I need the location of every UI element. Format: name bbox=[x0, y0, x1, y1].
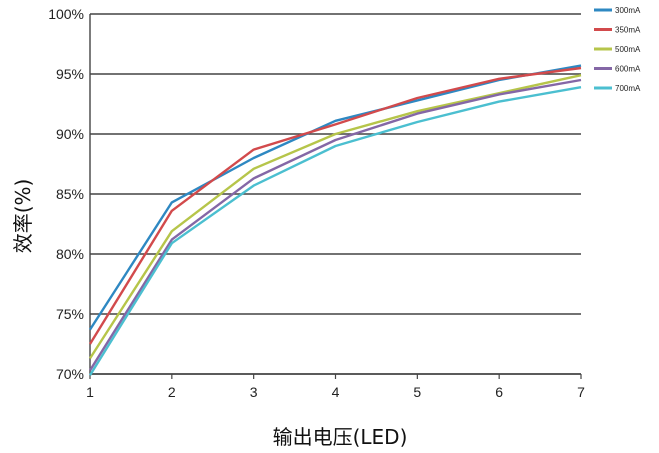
y-tick-label: 95% bbox=[56, 66, 84, 82]
legend-label: 600mA bbox=[615, 65, 641, 74]
x-tick-label: 5 bbox=[413, 384, 421, 400]
x-tick-label: 7 bbox=[577, 384, 585, 400]
x-tick-label: 4 bbox=[332, 384, 340, 400]
series-line-300mA bbox=[88, 64, 582, 331]
y-tick-label: 80% bbox=[56, 246, 84, 262]
x-tick-label: 2 bbox=[168, 384, 176, 400]
chart-axes bbox=[89, 14, 582, 379]
x-axis-label: 输出电压(LED) bbox=[273, 425, 408, 449]
legend-label: 700mA bbox=[615, 84, 641, 93]
y-tick-label: 70% bbox=[56, 366, 84, 382]
y-axis-ticks: 70% 75% 80% 85% 90% 95% 100% bbox=[48, 6, 84, 382]
y-tick-label: 90% bbox=[56, 126, 84, 142]
x-tick-label: 3 bbox=[250, 384, 258, 400]
y-axis-label: 效率(%) bbox=[11, 179, 35, 254]
legend-label: 350mA bbox=[615, 26, 641, 35]
y-tick-label: 75% bbox=[56, 306, 84, 322]
series-line-350mA bbox=[88, 66, 582, 345]
series-line-700mA bbox=[88, 86, 582, 376]
x-axis-ticks: 1 2 3 4 5 6 7 bbox=[86, 384, 585, 400]
legend: 300mA 350mA 500mA 600mA 700mA bbox=[594, 6, 641, 93]
legend-label: 300mA bbox=[615, 6, 641, 15]
series-line-600mA bbox=[88, 78, 582, 372]
y-tick-label: 85% bbox=[56, 186, 84, 202]
x-tick-label: 6 bbox=[495, 384, 503, 400]
series-lines bbox=[88, 64, 582, 376]
grid-lines bbox=[90, 13, 581, 375]
x-tick-label: 1 bbox=[86, 384, 94, 400]
legend-label: 500mA bbox=[615, 45, 641, 54]
y-tick-label: 100% bbox=[48, 6, 84, 22]
